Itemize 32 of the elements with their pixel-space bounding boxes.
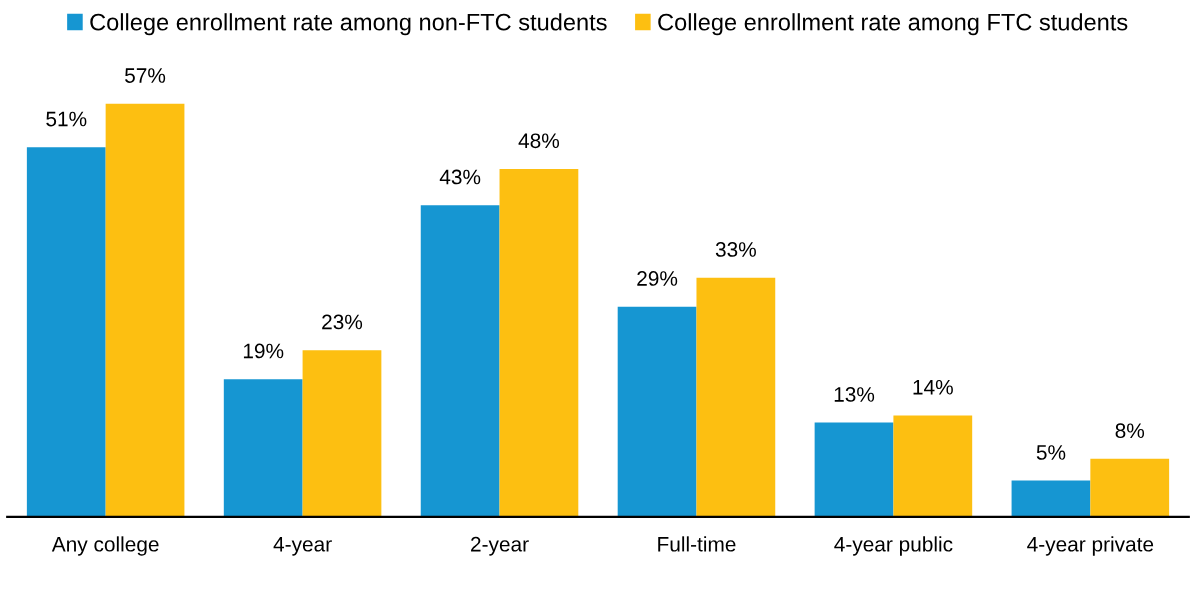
data-label: 8%	[1115, 423, 1145, 439]
data-label: 5%	[1036, 445, 1066, 460]
data-label: 23%	[322, 314, 363, 330]
legend-label: College enrollment rate among FTC students	[658, 13, 1128, 36]
data-label: 19%	[243, 343, 284, 359]
data-label: 48%	[518, 133, 560, 149]
bar	[1011, 480, 1091, 517]
bar	[814, 422, 894, 517]
data-label: 13%	[834, 387, 875, 402]
bar	[105, 103, 185, 517]
data-label: 43%	[439, 169, 481, 185]
x-tick-label: 4-year	[273, 537, 332, 556]
bar	[617, 306, 697, 517]
x-tick-label: Any college	[51, 536, 159, 556]
data-label: 33%	[715, 242, 756, 257]
bar	[893, 415, 973, 517]
bar	[1090, 458, 1170, 517]
legend-label: College enrollment rate among non-FTC students	[90, 13, 607, 36]
bar	[302, 350, 382, 517]
bar	[499, 168, 579, 517]
x-tick-label: 4-year public	[834, 536, 953, 556]
x-tick-label: 4-year private	[1027, 536, 1154, 556]
data-label: 51%	[46, 111, 87, 127]
bar	[420, 205, 500, 517]
bar	[696, 277, 776, 517]
data-label: 57%	[125, 68, 166, 83]
bar	[223, 379, 303, 517]
bar	[26, 147, 106, 517]
data-label: 14%	[913, 379, 953, 395]
x-tick-label: Full-time	[658, 536, 736, 552]
x-tick-label: 2-year	[471, 536, 529, 556]
data-label: 29%	[637, 271, 678, 286]
